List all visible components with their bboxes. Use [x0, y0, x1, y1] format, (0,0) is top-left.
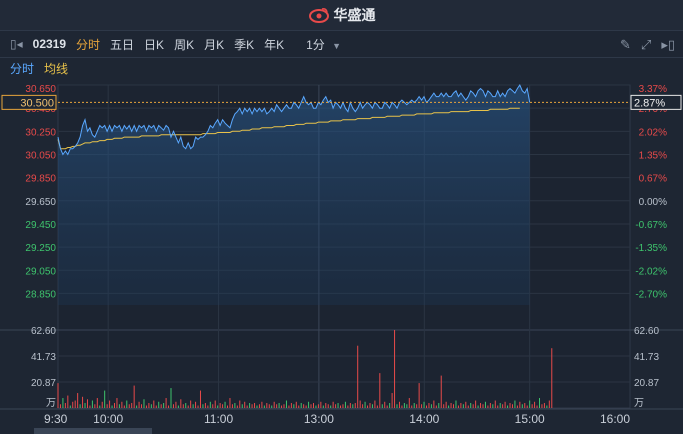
price-area	[58, 85, 530, 305]
pct-tick-label: -1.35%	[635, 243, 667, 254]
price-tick-label: 29.450	[25, 220, 56, 231]
tab-quarterly-k[interactable]: 季K	[234, 37, 255, 52]
current-pct-box	[630, 94, 682, 110]
time-tick-label: 9:30	[44, 412, 68, 426]
volume-tick-label: 20.87	[634, 378, 659, 389]
price-tick-label: 30.250	[25, 127, 56, 138]
pct-tick-label: 3.37%	[639, 84, 667, 95]
price-tick-label: 30.050	[25, 150, 56, 161]
price-tick-label: 29.850	[25, 174, 56, 185]
brand-logo-icon	[308, 8, 329, 23]
volume-unit-label: 万	[46, 398, 56, 409]
tab-monthly-k[interactable]: 月K	[204, 37, 225, 52]
sidebar-toggle-icon[interactable]: ▸▯	[661, 37, 675, 52]
price-tick-label: 30.650	[25, 84, 56, 95]
time-axis-bg	[0, 409, 683, 434]
pct-tick-label: 1.35%	[639, 150, 667, 161]
pct-tick-label: -0.67%	[635, 220, 667, 231]
price-tick-label: 29.250	[25, 243, 56, 254]
volume-unit-label: 万	[634, 398, 644, 409]
time-tick-label: 15:00	[515, 412, 545, 426]
scrollbar-thumb	[34, 428, 152, 434]
volume-tick-label: 20.87	[31, 378, 56, 389]
time-tick-label: 11:00	[204, 412, 233, 426]
current-price-box	[1, 94, 57, 110]
tab-yearly-k[interactable]: 年K	[264, 37, 285, 52]
toolbar: ▯◂ 02319 分时 五日 日K 周K 月K 季K 年K 1分 ▼ ✎ ⤢ ▸…	[0, 30, 683, 58]
pct-tick-label: 0.67%	[639, 174, 667, 185]
tab-daily-k[interactable]: 日K	[144, 37, 165, 52]
pct-tick-label: -2.02%	[635, 266, 667, 277]
stock-code: 02319	[32, 37, 67, 51]
chevron-down-icon: ▼	[332, 40, 342, 51]
legend-average[interactable]: 均线	[44, 61, 69, 76]
panel-toggle-icon[interactable]: ▯◂	[10, 37, 23, 51]
expand-icon[interactable]: ⤢	[640, 37, 652, 52]
price-tick-label: 28.850	[25, 289, 56, 300]
avg-price-line	[57, 107, 520, 150]
pct-tick-label: -2.70%	[635, 289, 667, 300]
volume-tick-label: 41.73	[634, 352, 659, 363]
price-tick-label: 29.650	[25, 197, 56, 208]
volume-tick-label: 62.60	[634, 326, 659, 337]
edit-pencil-icon[interactable]: ✎	[620, 37, 631, 52]
tab-weekly-k[interactable]: 周K	[174, 37, 195, 52]
volume-tick-label: 41.73	[31, 352, 56, 363]
time-tick-label: 14:00	[409, 412, 439, 426]
volume-tick-label: 62.60	[31, 326, 56, 337]
plot-frame	[57, 84, 631, 409]
time-tick-label: 16:00	[600, 412, 630, 426]
current-pct-label: 2.87%	[634, 97, 665, 109]
interval-label: 1分	[306, 37, 325, 52]
current-price-label: 30.500	[20, 97, 54, 109]
price-tick-label: 30.450	[25, 104, 56, 115]
pct-tick-label: 0.00%	[639, 197, 667, 208]
interval-select[interactable]: 1分 ▼	[306, 36, 341, 53]
time-tick-label: 10:00	[93, 412, 123, 426]
tab-intraday[interactable]: 分时	[76, 37, 101, 52]
brand-header: 华盛通	[0, 0, 683, 30]
price-tick-label: 29.050	[25, 266, 56, 277]
time-tick-label: 13:00	[304, 412, 334, 426]
brand-name: 华盛通	[333, 7, 376, 23]
pct-tick-label: 2.02%	[639, 127, 667, 138]
price-line	[57, 83, 531, 156]
tab-five-day[interactable]: 五日	[110, 37, 135, 52]
legend-intraday[interactable]: 分时	[10, 61, 35, 76]
chart-legend-tabs: 分时 均线	[0, 58, 68, 78]
pct-tick-label: 2.70%	[639, 104, 667, 115]
